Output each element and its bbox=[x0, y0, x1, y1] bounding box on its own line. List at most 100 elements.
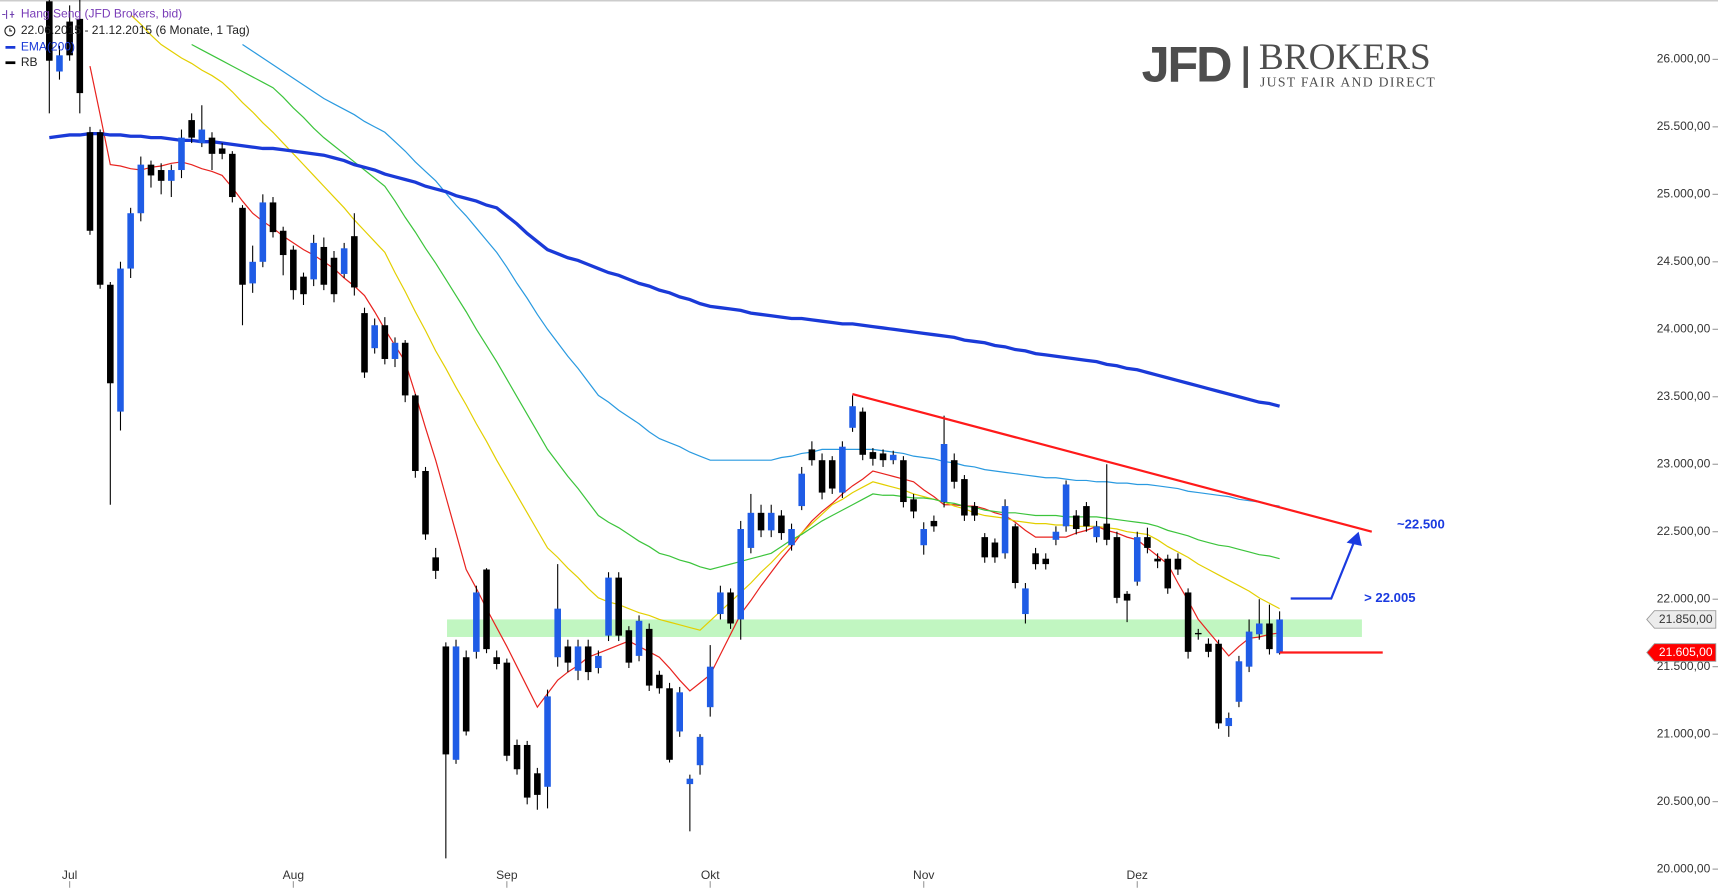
candle-body bbox=[1022, 588, 1029, 615]
candle-body bbox=[1154, 558, 1161, 562]
candle-body bbox=[889, 454, 897, 461]
candle-body bbox=[1184, 592, 1192, 652]
candle-body bbox=[361, 313, 368, 373]
candle-body bbox=[340, 248, 348, 274]
candle-body bbox=[1205, 643, 1212, 652]
candle-body bbox=[117, 268, 124, 412]
y-tick-label: 20.000,00 bbox=[1657, 861, 1711, 875]
candle-body bbox=[1032, 553, 1039, 565]
candle-body bbox=[584, 646, 592, 673]
candle-body bbox=[645, 628, 653, 686]
x-tick-label: Dez bbox=[1127, 868, 1148, 882]
arrow-head bbox=[1346, 531, 1362, 546]
candle-body bbox=[249, 261, 256, 284]
candle-body bbox=[635, 620, 643, 656]
candle-body bbox=[86, 132, 94, 231]
y-tick-label: 20.500,00 bbox=[1657, 794, 1711, 808]
candle-body bbox=[1113, 537, 1121, 598]
candle-body bbox=[910, 499, 917, 512]
price-label-box bbox=[1646, 643, 1717, 662]
candle-body bbox=[310, 242, 317, 280]
candle-body bbox=[157, 170, 165, 181]
candle-body bbox=[818, 460, 826, 493]
y-tick-label: 21.000,00 bbox=[1657, 726, 1711, 740]
candle-body bbox=[432, 557, 439, 571]
y-tick-label: 23.000,00 bbox=[1657, 456, 1711, 470]
candle-body bbox=[1245, 631, 1253, 667]
candle-body bbox=[1144, 537, 1151, 548]
candle-body bbox=[605, 577, 612, 636]
candle-body bbox=[442, 646, 450, 755]
candle-body bbox=[1011, 526, 1019, 584]
ribbon-line bbox=[130, 14, 1280, 631]
y-tick-label: 23.500,00 bbox=[1657, 389, 1711, 403]
candle-body bbox=[991, 542, 999, 558]
logo-brand: JFD bbox=[1142, 35, 1231, 92]
candle-body bbox=[615, 577, 622, 636]
logo: JFD BROKERS JUST FAIR AND DIRECT bbox=[1142, 35, 1435, 92]
candle-body bbox=[351, 236, 358, 288]
candle-body bbox=[757, 512, 765, 531]
candle-body bbox=[168, 170, 175, 181]
y-tick-label: 22.500,00 bbox=[1657, 524, 1711, 538]
legend: Hang Seng (JFD Brokers, bid) 22.06.2015 … bbox=[2, 7, 250, 69]
candle-body bbox=[900, 460, 907, 503]
y-tick-label: 22.000,00 bbox=[1657, 591, 1711, 605]
candle-body bbox=[300, 276, 307, 295]
x-tick-label: Jul bbox=[62, 868, 77, 882]
candle-body bbox=[1276, 619, 1283, 654]
candle-body bbox=[96, 132, 104, 285]
candle-body bbox=[930, 520, 938, 527]
candle-body bbox=[1123, 593, 1131, 601]
candle-body bbox=[483, 569, 490, 650]
y-tick-label: 26.000,00 bbox=[1657, 52, 1711, 66]
candle-body bbox=[513, 744, 521, 770]
price-label-box bbox=[1646, 610, 1717, 629]
candle-body bbox=[1103, 523, 1111, 540]
candle-body bbox=[849, 406, 856, 428]
candle-body bbox=[625, 630, 633, 663]
resistance-line bbox=[852, 393, 1373, 533]
candle-body bbox=[178, 137, 185, 171]
candle-body bbox=[290, 249, 297, 291]
candle-body bbox=[473, 592, 480, 652]
target-label: ~22.500 bbox=[1397, 517, 1445, 532]
candle-body bbox=[1083, 506, 1090, 527]
candle-body bbox=[320, 246, 328, 285]
candle-body bbox=[493, 657, 500, 664]
candle-body bbox=[950, 460, 958, 482]
y-tick-label: 21.500,00 bbox=[1657, 659, 1711, 673]
candle-body bbox=[188, 120, 195, 138]
candle-body bbox=[279, 230, 287, 256]
price-label: 21.605,00 bbox=[1659, 645, 1713, 659]
instrument-icon bbox=[2, 10, 15, 19]
candle-body bbox=[76, 18, 84, 94]
candle-body bbox=[808, 449, 816, 461]
candle-body bbox=[666, 688, 673, 760]
candle-body bbox=[1225, 717, 1233, 727]
candle-body bbox=[554, 608, 561, 658]
candle-body bbox=[706, 666, 714, 708]
candle-body bbox=[1235, 661, 1243, 702]
candle-body bbox=[198, 129, 206, 144]
target-arrow bbox=[1290, 535, 1358, 600]
candle-body bbox=[269, 202, 277, 233]
candle-body bbox=[696, 736, 704, 766]
candle-body bbox=[208, 137, 216, 154]
candle-body bbox=[564, 646, 572, 663]
candle-body bbox=[66, 21, 73, 56]
legend-title: Hang Seng (JFD Brokers, bid) bbox=[21, 7, 182, 21]
candle-body bbox=[259, 202, 267, 262]
candle-body bbox=[1215, 643, 1222, 724]
candle-body bbox=[56, 55, 63, 72]
candle-body bbox=[727, 592, 734, 624]
candle-body bbox=[544, 696, 551, 787]
ribbon-line bbox=[242, 44, 1280, 507]
clock-icon bbox=[4, 25, 16, 37]
candle-body bbox=[788, 529, 795, 546]
candle-body bbox=[412, 395, 419, 471]
candle-body bbox=[971, 506, 978, 516]
candle-body bbox=[859, 411, 867, 455]
